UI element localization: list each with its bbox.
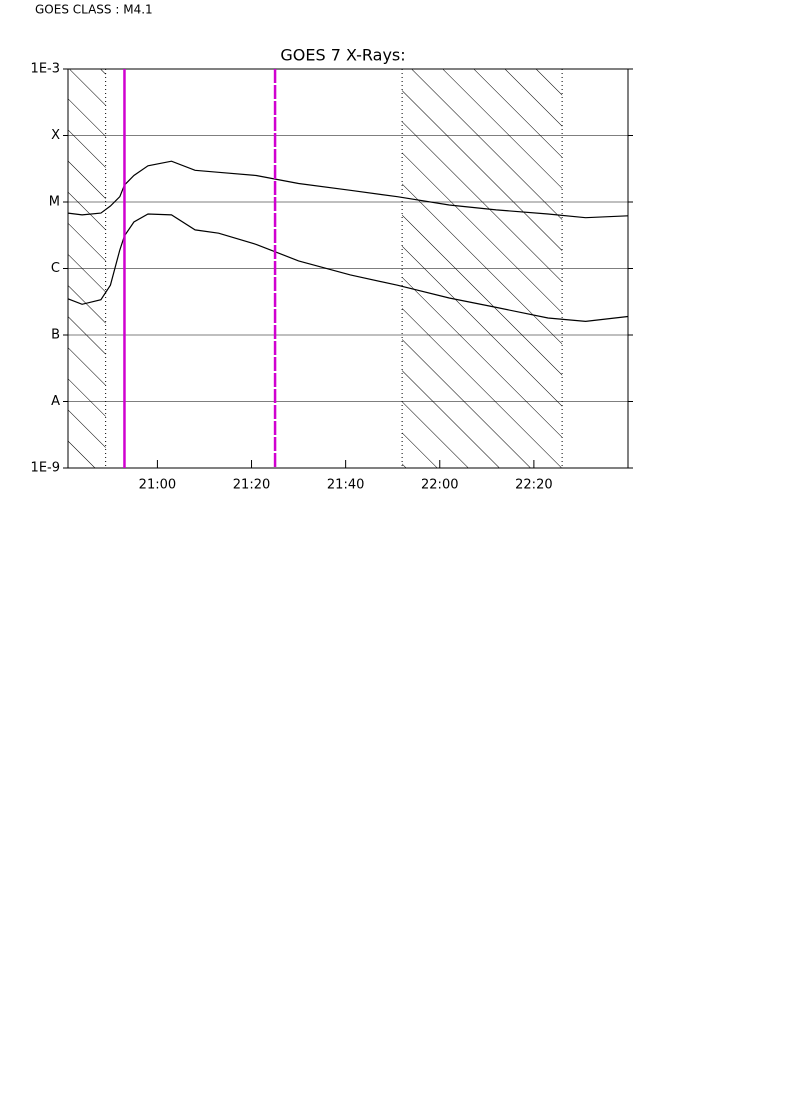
y-tick-label: A (51, 394, 60, 409)
x-tick-label: 21:00 (139, 478, 176, 493)
plot-frame (67, 68, 629, 469)
goes-class: GOES CLASS : M4.1 (35, 3, 153, 17)
x-tick-label: 22:00 (421, 478, 458, 493)
chart-title: GOES 7 X-Rays: (280, 46, 405, 65)
flux-line (67, 160, 629, 219)
x-tick-label: 21:20 (233, 478, 270, 493)
y-tick-label: C (51, 261, 60, 276)
y-tick-label: 1E-3 (31, 62, 60, 77)
flux-line (67, 213, 629, 323)
x-tick-label: 22:20 (515, 478, 552, 493)
y-tick-label: M (49, 195, 60, 210)
y-tick-label: B (51, 328, 60, 343)
x-tick-label: 21:40 (327, 478, 364, 493)
y-tick-label: X (51, 128, 60, 143)
y-tick-label: 1E-9 (31, 461, 60, 476)
